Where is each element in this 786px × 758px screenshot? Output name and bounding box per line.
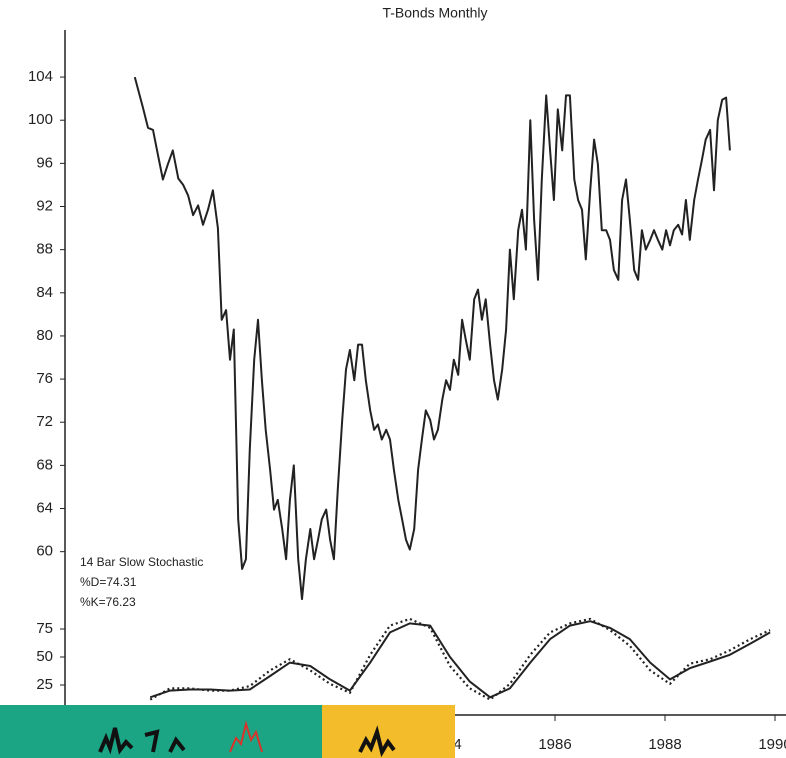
y-tick-label: 76 xyxy=(36,370,53,387)
x-tick-label: 1986 xyxy=(538,736,571,753)
y-tick-label: 25 xyxy=(36,676,53,693)
y-tick-label: 60 xyxy=(36,543,53,560)
annotation: %K=76.23 xyxy=(80,595,136,609)
y-tick-label: 104 xyxy=(28,68,53,85)
x-tick-label: 1988 xyxy=(648,736,681,753)
y-tick-label: 80 xyxy=(36,327,53,344)
y-tick-label: 72 xyxy=(36,413,53,430)
y-tick-label: 100 xyxy=(28,111,53,128)
y-tick-label: 88 xyxy=(36,241,53,258)
x-tick-label: 1990 xyxy=(758,736,786,753)
y-tick-label: 68 xyxy=(36,456,53,473)
y-tick-label: 75 xyxy=(36,620,53,637)
overlay-icon xyxy=(98,727,134,755)
y-tick-label: 50 xyxy=(36,648,53,665)
y-tick-label: 96 xyxy=(36,154,53,171)
data-line xyxy=(149,617,771,701)
overlay-banner xyxy=(0,705,455,758)
y-tick-label: 64 xyxy=(36,499,53,516)
y-tick-label: 84 xyxy=(36,284,53,301)
overlay-icon xyxy=(358,725,396,758)
marks: 6064687276808488929610010425507519841986… xyxy=(28,68,786,753)
annotation: 14 Bar Slow Stochastic xyxy=(80,555,203,569)
overlay-icon xyxy=(229,720,263,753)
overlay-green xyxy=(0,705,322,758)
data-line xyxy=(149,620,771,699)
data-line xyxy=(133,76,731,601)
annotation: %D=74.31 xyxy=(80,575,137,589)
chart-title: T-Bonds Monthly xyxy=(382,5,487,21)
y-tick-label: 92 xyxy=(36,197,53,214)
overlay-icon xyxy=(144,729,186,753)
overlay-yellow xyxy=(322,705,455,758)
